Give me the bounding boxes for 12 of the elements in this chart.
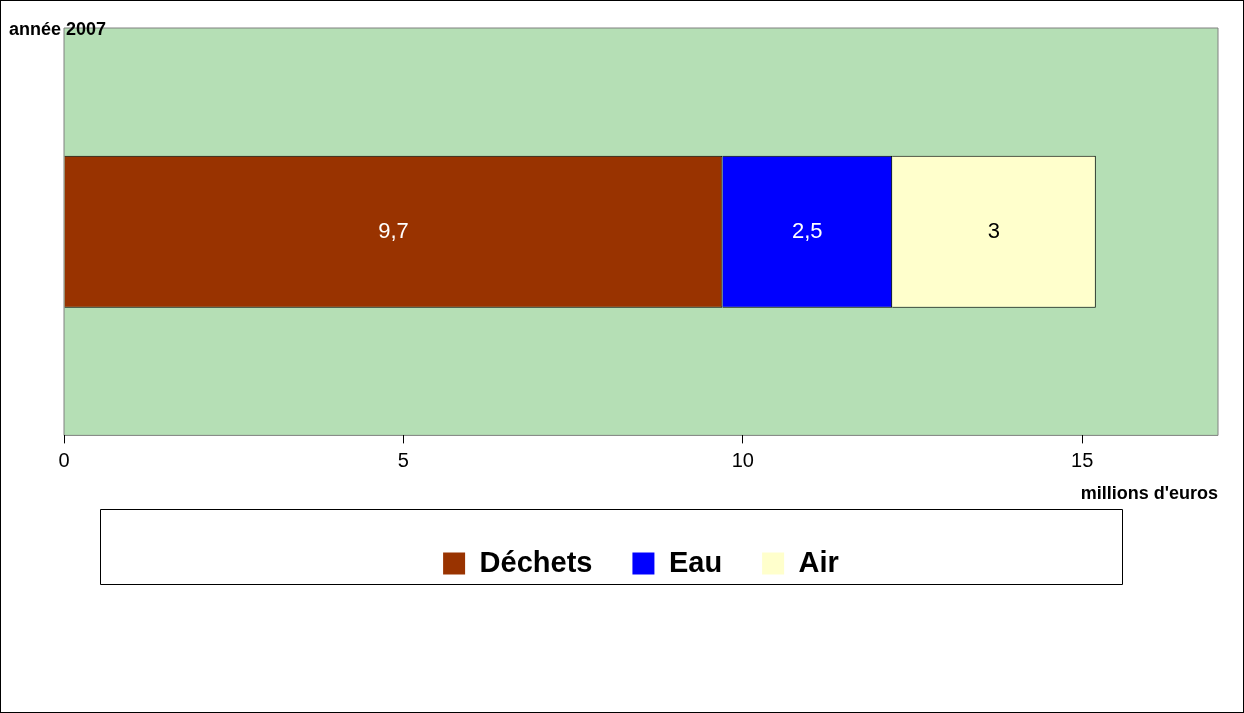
x-axis-title: millions d'euros: [1080, 483, 1218, 504]
legend-label: Air: [798, 545, 839, 578]
chart-title: année 2007: [9, 19, 107, 40]
x-tick-label: 10: [731, 448, 754, 471]
x-tick-label: 15: [1071, 448, 1094, 471]
data-label: 2,5: [792, 217, 823, 243]
data-label: 3: [987, 217, 1001, 243]
x-tick-label: 0: [58, 448, 70, 471]
legend-label: Déchets: [479, 545, 593, 578]
legend-label: Eau: [668, 545, 723, 578]
x-tick-label: 5: [397, 448, 409, 471]
data-label: 9,7: [378, 217, 409, 243]
